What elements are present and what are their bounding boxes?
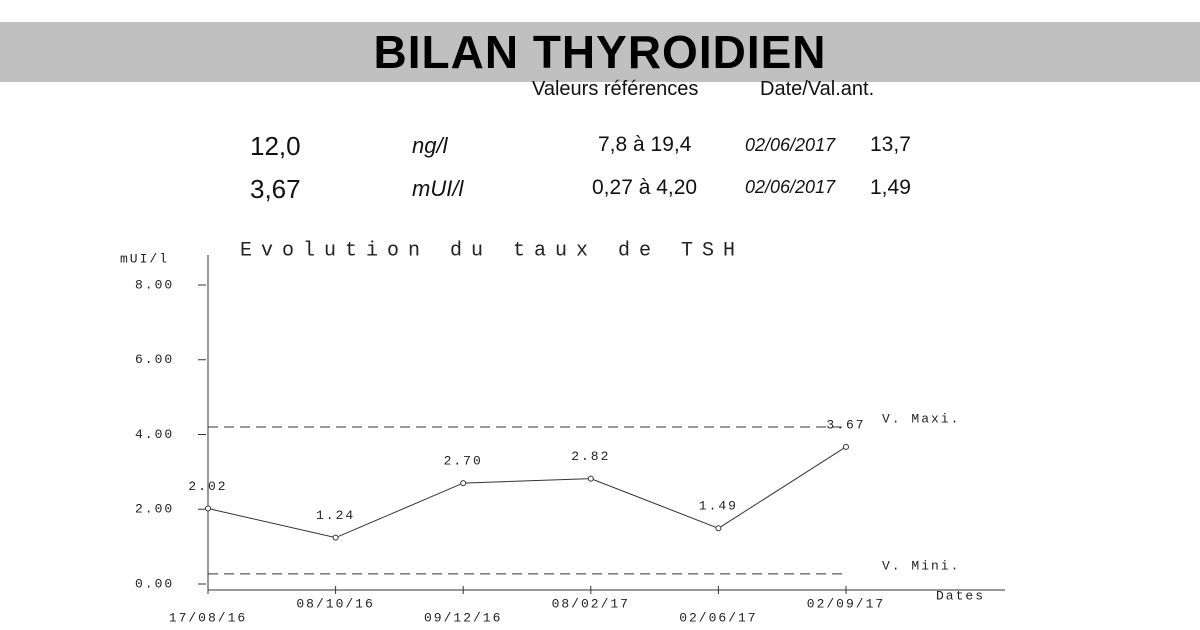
x-tick-label: 02/06/17 (679, 610, 757, 625)
x-tick-label: 17/08/16 (169, 610, 247, 625)
x-tick-label: 02/09/17 (807, 596, 885, 611)
y-tick-label: 2.00 (135, 502, 174, 517)
data-point (332, 534, 339, 541)
x-tick-label: 08/02/17 (552, 596, 630, 611)
reference-range: 0,27 à 4,20 (592, 176, 698, 199)
data-label: 1.24 (316, 508, 355, 523)
previous-value: 1,49 (870, 176, 911, 199)
y-tick-label: 4.00 (135, 427, 174, 442)
reference-label: V. Mini. (882, 558, 960, 573)
x-axis-label: Dates (936, 588, 985, 603)
data-point (205, 505, 211, 512)
x-tick-label: 09/12/16 (424, 610, 502, 625)
y-tick-label: 0.00 (135, 576, 174, 591)
unit: ng/l (412, 133, 448, 158)
unit: mUI/l (412, 176, 464, 201)
data-label: 1.49 (699, 499, 738, 514)
y-tick-label: 8.00 (135, 277, 174, 292)
result-value: 3,67 (250, 174, 301, 204)
reference-range: 7,8 à 19,4 (598, 133, 692, 156)
previous-date: 02/06/2017 (745, 135, 836, 155)
column-header: Date/Val.ant. (760, 78, 875, 100)
previous-value: 13,7 (870, 133, 911, 156)
y-tick-label: 6.00 (135, 352, 174, 367)
chart-title: Evolution du taux de TSH (240, 239, 744, 262)
previous-date: 02/06/2017 (745, 177, 836, 197)
data-point (715, 525, 722, 532)
data-point (843, 443, 849, 450)
y-axis-label: mUI/l (120, 251, 169, 266)
x-tick-label: 08/10/16 (296, 596, 374, 611)
title-band (0, 22, 1200, 82)
data-line (207, 446, 847, 539)
data-point (460, 480, 467, 487)
reference-label: V. Maxi. (882, 411, 960, 426)
result-value: 12,0 (250, 131, 301, 161)
data-label: 2.82 (571, 449, 610, 464)
column-header: Valeurs références (532, 78, 699, 100)
report-title: BILAN THYROIDIEN (373, 26, 827, 78)
data-label: 3.67 (826, 417, 865, 432)
data-label: 2.02 (188, 479, 227, 494)
data-label: 2.70 (444, 454, 483, 469)
data-point (587, 475, 594, 482)
